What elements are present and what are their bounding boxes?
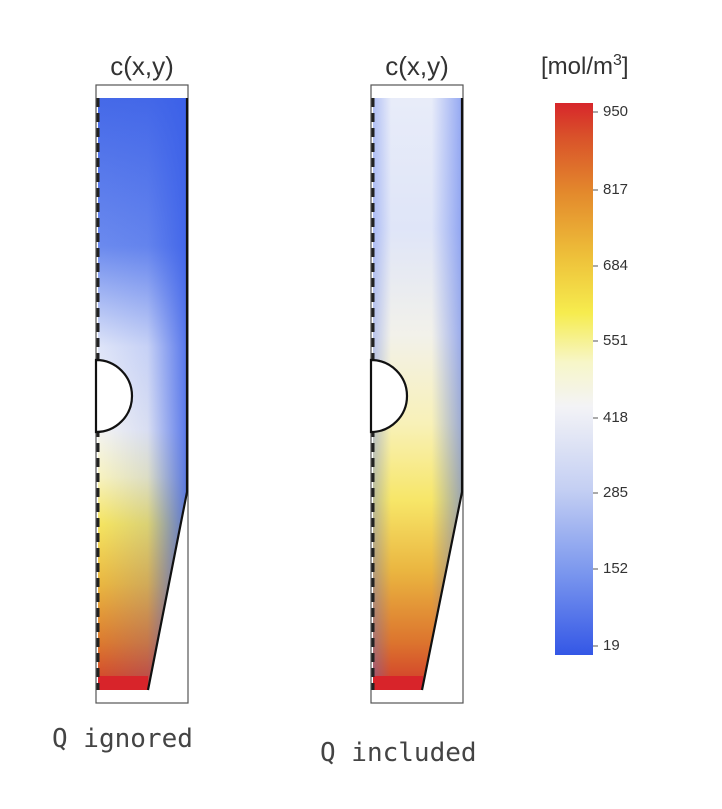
colorbar-unit-label: [mol/m3] (541, 52, 629, 80)
colorbar-gradient (555, 103, 593, 655)
colorbar-tick-label: 152 (603, 560, 629, 577)
panel-caption: Q ignored (52, 724, 193, 754)
colorbar-tick-label: 950 (603, 103, 629, 120)
colorbar-tick-label: 418 (603, 409, 629, 426)
colorbar-tick-label: 19 (603, 637, 620, 654)
domain-boundary (146, 98, 189, 691)
colorbar-tick-label: 285 (603, 484, 629, 501)
colorbar-ticks (593, 111, 598, 647)
panel-caption: Q included (320, 738, 477, 768)
panel-title: c(x,y) (110, 51, 174, 81)
panel-title: c(x,y) (385, 51, 449, 81)
colorbar-tick-label: 817 (603, 181, 629, 198)
panel-q-included (369, 84, 464, 704)
obstacle-half-circle (94, 358, 134, 434)
domain-boundary (420, 98, 464, 691)
panel-q-ignored (94, 84, 189, 704)
colorbar-tick-label: 684 (603, 257, 629, 274)
obstacle-half-circle (369, 358, 409, 434)
colorbar (555, 103, 598, 655)
colorbar-tick-label: 551 (603, 332, 629, 349)
